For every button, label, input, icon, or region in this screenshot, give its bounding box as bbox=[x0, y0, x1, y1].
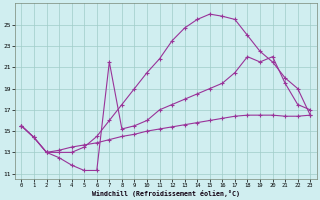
X-axis label: Windchill (Refroidissement éolien,°C): Windchill (Refroidissement éolien,°C) bbox=[92, 190, 240, 197]
